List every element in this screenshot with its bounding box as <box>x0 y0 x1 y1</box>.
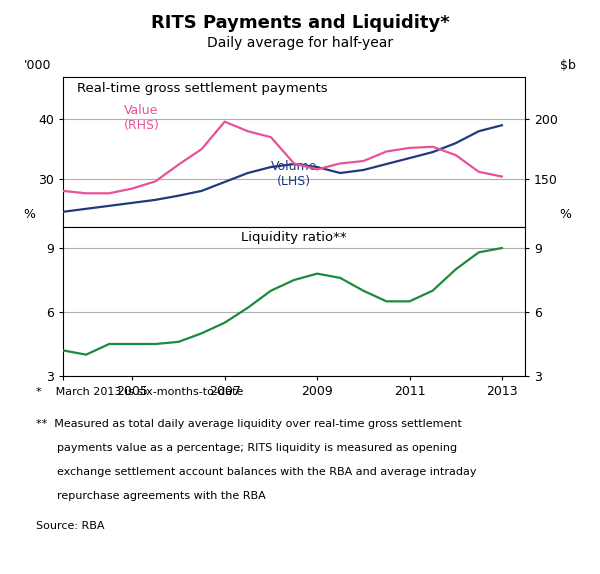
Text: %: % <box>560 208 572 221</box>
Text: exchange settlement account balances with the RBA and average intraday: exchange settlement account balances wit… <box>36 467 476 477</box>
Text: $b: $b <box>560 59 575 72</box>
Text: Liquidity ratio**: Liquidity ratio** <box>241 231 347 244</box>
Text: Value
(RHS): Value (RHS) <box>124 104 160 133</box>
Text: Volume
(LHS): Volume (LHS) <box>271 160 317 188</box>
Text: Source: RBA: Source: RBA <box>36 521 104 531</box>
Text: repurchase agreements with the RBA: repurchase agreements with the RBA <box>36 491 266 501</box>
Text: '000: '000 <box>24 59 51 72</box>
Text: RITS Payments and Liquidity*: RITS Payments and Liquidity* <box>151 14 449 32</box>
Text: Real-time gross settlement payments: Real-time gross settlement payments <box>77 82 328 95</box>
Text: *    March 2013 is six-months-to-date: * March 2013 is six-months-to-date <box>36 387 244 397</box>
Text: payments value as a percentage; RITS liquidity is measured as opening: payments value as a percentage; RITS liq… <box>36 443 457 453</box>
Text: **  Measured as total daily average liquidity over real-time gross settlement: ** Measured as total daily average liqui… <box>36 419 462 429</box>
Text: Daily average for half-year: Daily average for half-year <box>207 36 393 50</box>
Text: %: % <box>24 208 36 221</box>
